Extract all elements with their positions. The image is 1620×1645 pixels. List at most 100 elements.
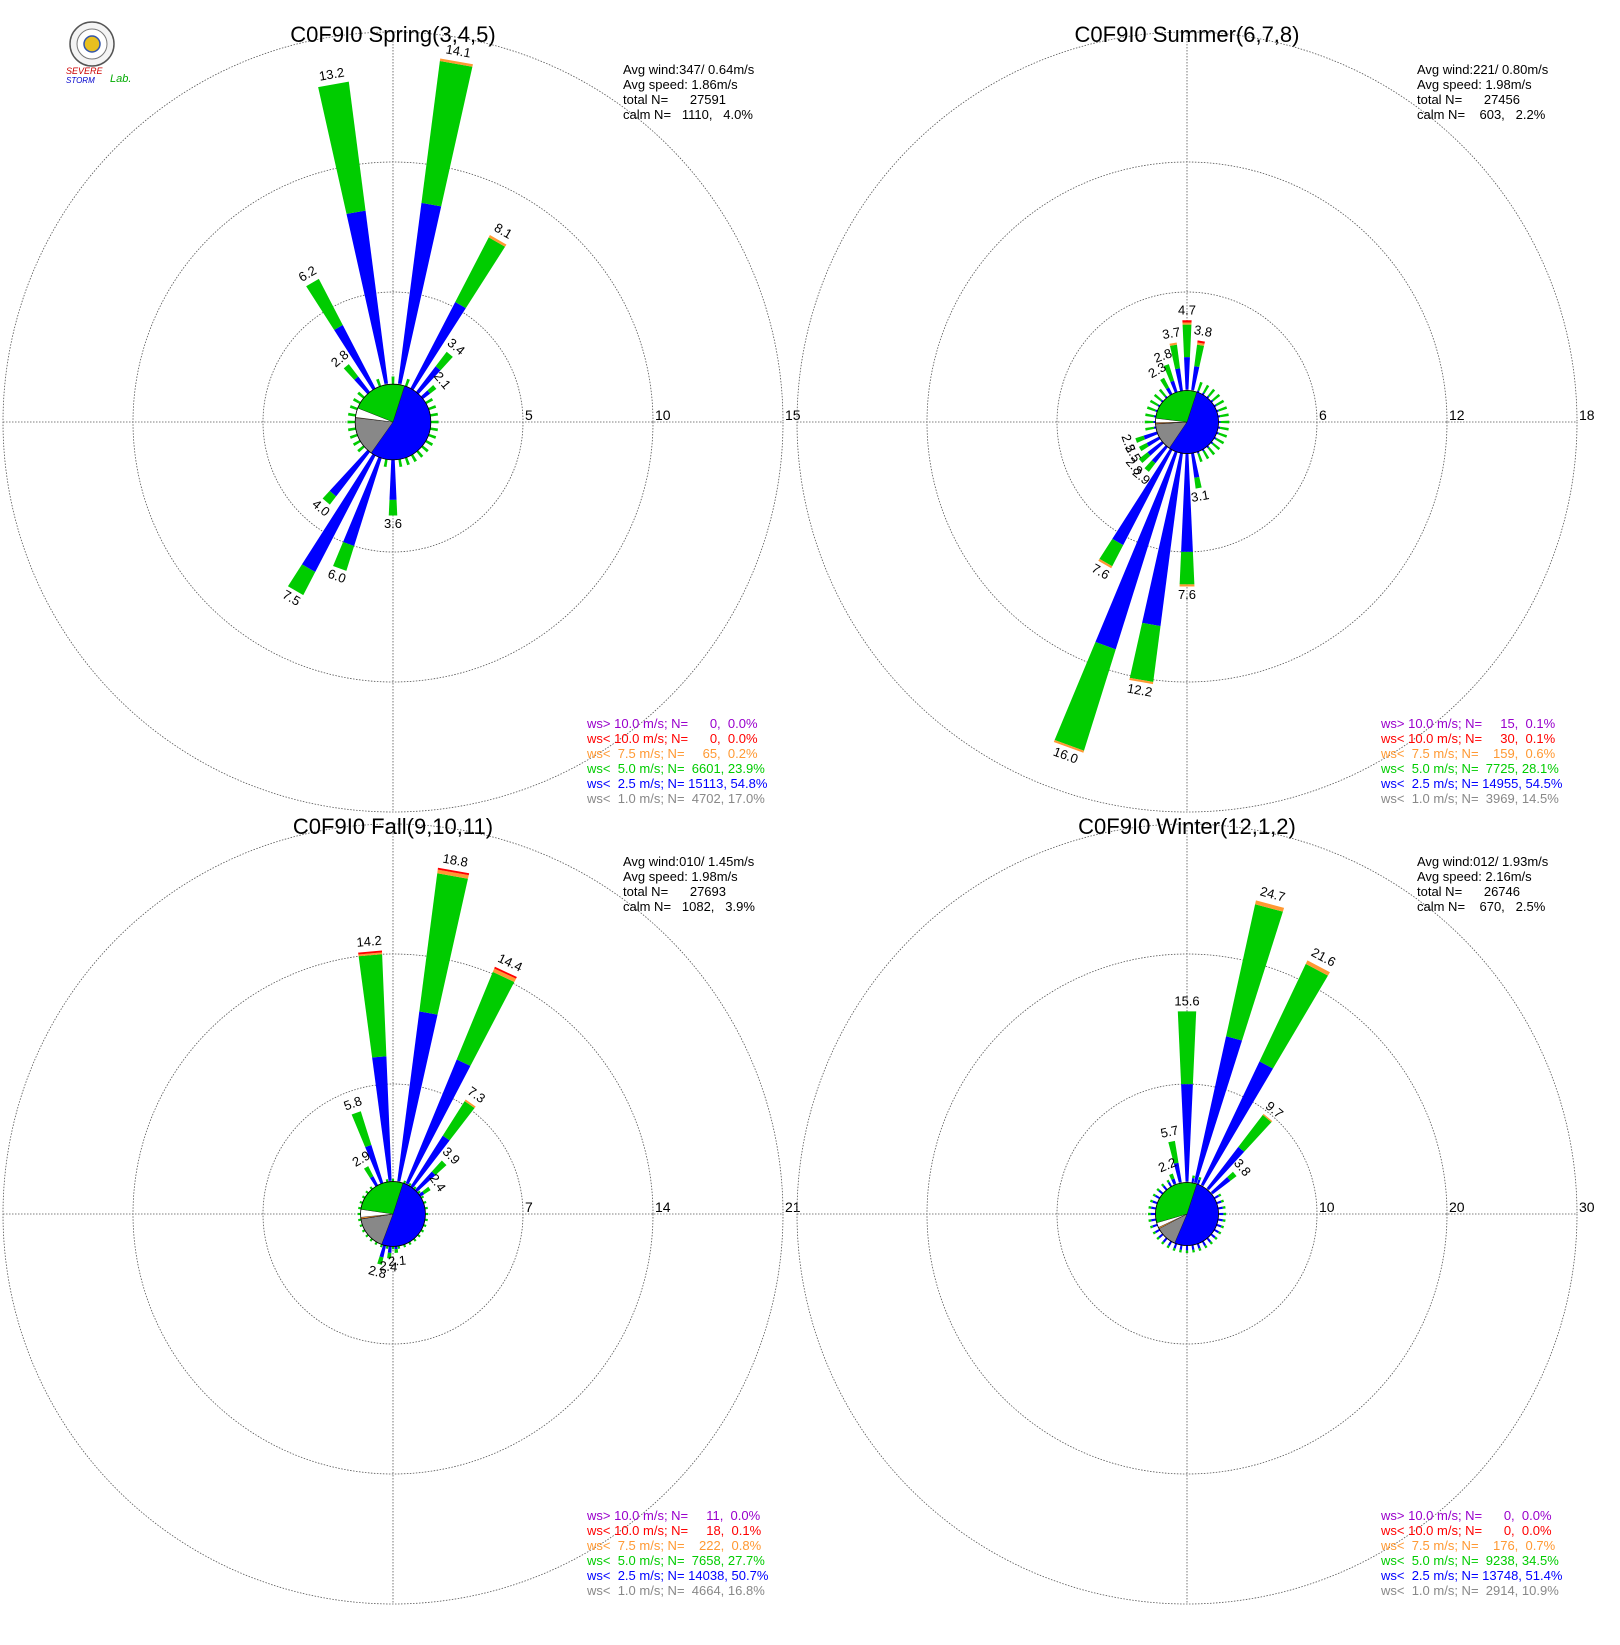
minor-bar-green <box>1156 1188 1160 1192</box>
wind-bar-segment <box>318 81 366 214</box>
bar-value-label: 4.7 <box>1178 303 1196 318</box>
minor-bar-green <box>1149 1225 1154 1229</box>
wind-bar-segment <box>494 966 517 979</box>
wind-bar-segment <box>387 1252 392 1259</box>
wind-bar-segment <box>1054 642 1116 751</box>
ring-tick-label: 20 <box>1449 1199 1465 1215</box>
minor-bar-green <box>1158 388 1167 397</box>
wind-bar-segment <box>1175 368 1184 393</box>
minor-bar-green <box>1207 447 1216 456</box>
minor-bar-green <box>1220 420 1230 424</box>
wind-bar-segment <box>1171 1178 1177 1185</box>
bar-value-label: 14.2 <box>356 933 383 950</box>
legend-entry: ws> 10.0 m/s; N= 15, 0.1% <box>1380 716 1556 731</box>
wind-bar-segment <box>334 325 378 394</box>
minor-bar-green <box>425 439 434 446</box>
minor-bar-green <box>430 420 439 424</box>
calm-pie-outline <box>1155 390 1219 454</box>
wind-bar-segment <box>1163 364 1175 382</box>
wind-bar-segment <box>322 490 337 505</box>
minor-bar-green <box>383 458 388 468</box>
wind-bar-segment <box>351 1111 372 1148</box>
minor-bar-green <box>1198 1176 1202 1181</box>
wind-bar-segment <box>1206 1146 1245 1191</box>
wind-bar-segment <box>346 210 388 384</box>
minor-bar-green <box>1197 381 1203 391</box>
legend-entry: ws< 5.0 m/s; N= 7725, 28.1% <box>1380 761 1559 776</box>
minor-bar-green <box>357 445 365 453</box>
logo: SEVERE STORM Lab. <box>66 21 131 85</box>
wind-bar-segment <box>1053 740 1084 753</box>
panels: 5 10 1513.214.18.16.23.42.82.13.66.07.54.0… <box>2 22 1595 1605</box>
wind-bar-segment <box>377 1256 384 1265</box>
legend-entry: ws< 1.0 m/s; N= 4664, 16.8% <box>586 1583 765 1598</box>
wind-bar-segment <box>329 446 373 497</box>
minor-bar-green <box>1161 1241 1165 1245</box>
stats-line: calm N= 1110, 4.0% <box>623 107 753 122</box>
wind-bar-segment <box>1194 476 1202 489</box>
wind-bar-segment <box>287 564 316 596</box>
minor-bar-green <box>1152 1231 1157 1235</box>
wind-bar-segment <box>1200 1061 1274 1187</box>
wind-bar-segment <box>411 1171 436 1196</box>
minor-bar-green <box>398 458 403 468</box>
chart-title: C0F9I0 Fall(9,10,11) <box>293 814 493 839</box>
minor-bar-green <box>421 445 429 453</box>
minor-bar-green <box>349 433 358 439</box>
wind-bar-segment <box>1168 1140 1179 1164</box>
legend-entry: ws< 5.0 m/s; N= 6601, 23.9% <box>586 761 765 776</box>
legend-entry: ws< 10.0 m/s; N= 30, 0.1% <box>1380 731 1556 746</box>
minor-bar-green <box>429 412 439 417</box>
ring-tick-label: 6 <box>1319 407 1327 423</box>
minor-bar-green <box>1148 1212 1151 1216</box>
minor-bar-green <box>347 412 357 417</box>
wind-bar-segment <box>1179 551 1195 585</box>
legend-entry: ws< 1.0 m/s; N= 3969, 14.5% <box>1380 791 1559 806</box>
minor-bar-green <box>1166 1244 1170 1249</box>
wind-bar-segment <box>1135 435 1145 443</box>
wind-bar-segment <box>358 952 383 957</box>
legend-entry: ws< 2.5 m/s; N= 14955, 54.5% <box>1380 776 1563 791</box>
minor-bar-green <box>347 427 357 432</box>
wind-bar-segment <box>435 351 453 371</box>
minor-bar-green <box>1197 453 1203 463</box>
minor-bar-green <box>1166 1179 1170 1184</box>
minor-bar-green <box>1217 1193 1222 1197</box>
legend-entry: ws> 10.0 m/s; N= 11, 0.0% <box>586 1508 761 1523</box>
wind-bar-segment <box>1181 452 1193 552</box>
legend-entry: ws< 10.0 m/s; N= 0, 0.0% <box>586 731 758 746</box>
logo-lab-text: Lab. <box>110 73 131 85</box>
wind-bar-segment <box>488 235 507 247</box>
wind-bar-segment <box>407 1135 450 1192</box>
bar-value-label: 2.5 <box>1118 432 1138 454</box>
wind-bar-segment <box>1194 344 1205 368</box>
stats-line: Avg wind:010/ 1.45m/s <box>623 854 755 869</box>
wind-bar-segment <box>1226 904 1283 1041</box>
bar-value-label: 2.8 <box>1152 345 1174 365</box>
minor-bar-green <box>352 439 361 446</box>
minor-bar-green <box>1223 1212 1226 1216</box>
wind-bar-segment <box>301 450 378 573</box>
minor-bar-green <box>347 420 356 424</box>
legend-entry: ws> 10.0 m/s; N= 0, 0.0% <box>1380 1508 1552 1523</box>
minor-bar-green <box>1220 1199 1225 1203</box>
minor-bar-green <box>1161 1183 1165 1187</box>
stats-line: calm N= 603, 2.2% <box>1417 107 1546 122</box>
ring-tick-label: 15 <box>785 407 801 423</box>
minor-bar-green <box>1204 1244 1208 1249</box>
calm-pie-outline <box>1155 1182 1219 1246</box>
bar-value-label: 24.7 <box>1259 884 1287 905</box>
bar-value-label: 3.1 <box>1190 487 1210 505</box>
calm-pie-outline <box>354 383 432 461</box>
minor-bar-green <box>1202 450 1210 460</box>
bar-value-label: 15.6 <box>1174 994 1199 1009</box>
wind-bar-segment <box>1169 1173 1175 1180</box>
minor-bar-green <box>404 457 410 466</box>
wind-bar-segment <box>405 1059 471 1185</box>
wind-bar-segment <box>455 237 506 309</box>
wind-bar-segment <box>306 278 343 330</box>
bar-value-label: 3.8 <box>1193 322 1213 340</box>
wind-bar-segment <box>1305 960 1330 976</box>
stats-line: total N= 27591 <box>623 92 726 107</box>
wind-bar-segment <box>1112 447 1174 546</box>
